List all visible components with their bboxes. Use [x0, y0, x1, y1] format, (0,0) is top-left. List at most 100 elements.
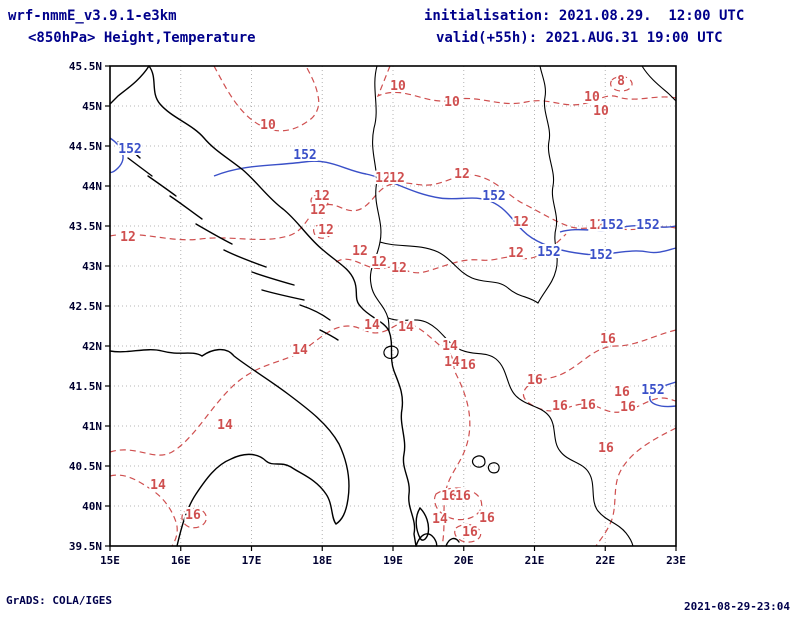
x-axis-label: 23E — [666, 554, 686, 567]
temperature-contour-label: 16 — [462, 525, 478, 540]
x-axis-label: 16E — [171, 554, 191, 567]
temperature-contour-label: 12 — [375, 171, 391, 186]
island-path — [299, 304, 331, 321]
model-title: wrf-nmmE_v3.9.1-e3km — [8, 8, 177, 24]
temperature-contour-label: 12 — [513, 215, 529, 230]
temperature-contour-label: 16 — [527, 373, 543, 388]
height-contour-path — [109, 137, 124, 174]
temperature-contour-label: 14 — [444, 355, 460, 370]
temperature-contour-label: 14 — [432, 512, 448, 527]
height-contour-label: 152 — [600, 218, 623, 233]
island-path — [261, 289, 305, 301]
y-axis-label: 45.5N — [69, 60, 102, 73]
x-axis-label: 15E — [100, 554, 120, 567]
temperature-contour-label: 12 — [314, 189, 330, 204]
temperature-contour-label: 14 — [217, 418, 233, 433]
y-axis-label: 39.5N — [69, 540, 102, 553]
temperature-contour-label: 14 — [150, 478, 166, 493]
island-path — [319, 329, 339, 341]
temperature-contour-label: 14 — [364, 318, 380, 333]
temperature-contour-label: 12 — [589, 218, 605, 233]
x-axis-label: 20E — [454, 554, 474, 567]
height-contour-path — [559, 225, 677, 233]
temperature-contour-layer — [109, 65, 677, 547]
temperature-contour-label: 10 — [390, 79, 406, 94]
temperature-contour-label: 16 — [460, 358, 476, 373]
temperature-contour-label: 12 — [389, 171, 405, 186]
temperature-contour-label: 12 — [352, 244, 368, 259]
temp-contour-path — [109, 322, 471, 547]
height-contour-label: 152 — [636, 218, 659, 233]
temperature-contour-label: 12 — [310, 203, 326, 218]
temperature-contour-label: 16 — [580, 398, 596, 413]
island-path — [127, 157, 153, 177]
grads-credit: GrADS: COLA/IGES — [6, 594, 112, 607]
temperature-contour-label: 12 — [391, 261, 407, 276]
height-contour-label: 152 — [537, 245, 560, 260]
temperature-contour-label: 16 — [614, 385, 630, 400]
temperature-contour-label: 16 — [552, 399, 568, 414]
border-path — [641, 65, 677, 102]
temp-contour-path — [313, 223, 332, 239]
y-axis-label: 40N — [82, 500, 102, 513]
border-path — [537, 65, 558, 304]
temp-contour-path — [595, 427, 677, 547]
coastline-layer — [109, 65, 677, 547]
temperature-contour-label: 12 — [454, 167, 470, 182]
border-path — [387, 317, 634, 547]
temperature-contour-label: 14 — [398, 320, 414, 335]
temperature-contour-label: 12 — [371, 255, 387, 270]
axis-layer: 15E 16E 17E 18E 19E 20E 21E 22E 23E 45.5N 45N 44.5N… — [69, 60, 686, 567]
temperature-contour-label: 8 — [617, 74, 625, 89]
coastline-path — [415, 533, 438, 547]
height-contour-label: 152 — [482, 189, 505, 204]
temperature-contour-label: 16 — [620, 400, 636, 415]
temp-contour-path — [109, 174, 677, 241]
temperature-contour-label: 16 — [455, 489, 471, 504]
grid-layer — [110, 66, 676, 546]
height-contour-label: 152 — [293, 148, 316, 163]
height-contour-layer — [109, 137, 677, 408]
y-axis-label: 41N — [82, 420, 102, 433]
temp-contour-path — [335, 233, 567, 274]
temp-contour-path — [181, 507, 207, 529]
x-axis-label: 22E — [595, 554, 615, 567]
temp-contour-path — [454, 523, 482, 543]
temperature-contour-label: 16 — [441, 489, 457, 504]
y-axis-label: 40.5N — [69, 460, 102, 473]
field-title: <850hPa> Height,Temperature — [28, 30, 256, 46]
lake-path — [383, 345, 399, 359]
height-contour-path — [213, 160, 677, 256]
temperature-contour-label: 14 — [442, 339, 458, 354]
temperature-contour-label: 12 — [120, 230, 136, 245]
y-axis-label: 43.5N — [69, 220, 102, 233]
temperature-contour-label: 10 — [444, 95, 460, 110]
x-axis-label: 19E — [383, 554, 403, 567]
temperature-contour-label: 16 — [600, 332, 616, 347]
y-axis-label: 44.5N — [69, 140, 102, 153]
coastline-path — [445, 537, 460, 547]
island-path — [223, 249, 267, 268]
temperature-contour-label: 14 — [292, 343, 308, 358]
island-path — [147, 175, 177, 197]
render-timestamp: 2021-08-29-23:04 — [684, 600, 790, 613]
temperature-contour-label: 16 — [598, 441, 614, 456]
coastline-path — [109, 65, 150, 105]
y-axis-label: 45N — [82, 100, 102, 113]
temperature-contour-label: 16 — [479, 511, 495, 526]
y-axis-label: 41.5N — [69, 380, 102, 393]
temperature-contour-label: 10 — [260, 118, 276, 133]
valid-time: valid(+55h): 2021.AUG.31 19:00 UTC — [436, 30, 723, 46]
height-contour-label: 152 — [118, 142, 141, 157]
y-axis-label: 42N — [82, 340, 102, 353]
temperature-contour-label: 10 — [593, 104, 609, 119]
init-time: initialisation: 2021.08.29. 12:00 UTC — [424, 8, 745, 24]
island-path — [195, 223, 233, 245]
coastline-path — [148, 65, 417, 547]
border-path — [379, 241, 539, 304]
temperature-contour-label: 12 — [318, 223, 334, 238]
height-contour-path — [649, 381, 677, 408]
